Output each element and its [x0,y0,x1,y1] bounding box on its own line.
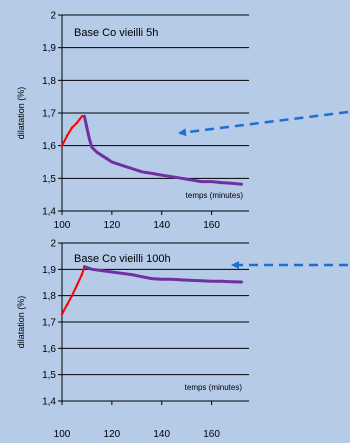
data-point [70,294,74,297]
data-point [210,180,213,183]
data-point [60,144,64,147]
chart-panel-1: 1,4 1,5 1,6 1,7 1,8 1,9 2 100 120 140 160 Base Co v… [16,11,249,231]
data-point [65,134,69,138]
data-point [220,181,223,184]
x-tick-label: 140 [153,220,170,231]
data-point [75,283,79,287]
data-point [140,170,143,173]
data-point [130,273,133,276]
data-point [80,273,84,276]
x-tick-label: 140 [153,429,170,440]
arrow-to-panel-1 [178,110,349,137]
y-axis-label: dilatation (%) [16,296,26,349]
y-tick-label: 1,8 [42,76,56,87]
chart-title: Base Co vieilli 5h [74,27,158,39]
y-tick-label: 2 [50,11,56,22]
data-point [120,164,124,167]
y-tick-label: 1,5 [42,174,56,185]
x-tick-label: 120 [104,220,121,231]
data-point [150,172,153,175]
y-tick-label: 1,9 [42,43,56,54]
data-point [60,312,64,316]
data-point [110,270,114,274]
data-point [240,183,243,186]
data-point [83,265,86,268]
data-point [100,154,104,157]
y-tick-label: 1,8 [42,291,56,302]
x-tick-label: 120 [104,429,121,440]
chart-title: Base Co vieilli 100h [74,253,171,265]
y-tick-label: 1,9 [42,265,56,276]
data-point [110,160,114,164]
data-point [120,272,124,275]
data-point [65,303,69,307]
x-axis-label: temps (minutes) [186,191,244,200]
data-point [210,280,213,283]
x-tick-label: 100 [54,429,71,440]
x-tick-label: 100 [54,220,71,231]
data-point [90,146,94,149]
y-tick-label: 1,4 [42,207,56,218]
y-axis-label: dilatation (%) [16,87,26,140]
data-point [160,173,163,177]
data-point [105,157,109,160]
data-point [100,269,104,272]
data-point [90,268,94,271]
data-point [170,278,173,281]
data-point [130,167,133,170]
data-point [150,277,153,280]
data-point [88,137,91,141]
y-tick-label: 2 [50,239,56,250]
data-point [180,177,183,180]
series-line-1 [61,265,86,316]
data-point [95,151,99,154]
data-point [78,118,81,121]
x-axis-label: temps (minutes) [185,383,243,392]
data-point [240,280,243,284]
data-point [230,182,233,185]
y-tick-label: 1,7 [42,109,56,120]
data-point [75,121,79,125]
y-tick-label: 1,7 [42,318,56,329]
data-point [220,280,223,283]
data-point [170,175,173,178]
data-point [200,279,203,282]
data-point [70,126,74,129]
x-tick-label: 160 [203,429,220,440]
data-point [230,280,233,283]
data-point [190,178,193,182]
data-point [140,275,143,278]
x-tick-label: 160 [203,220,220,231]
y-tick-label: 1,6 [42,344,56,355]
series-line-2 [82,114,243,186]
data-point [83,115,86,118]
data-point [180,278,183,282]
y-tick-label: 1,5 [42,370,56,381]
y-tick-label: 1,6 [42,141,56,152]
data-point [160,278,163,281]
chart-panel-2: 1,4 1,5 1,6 1,7 1,8 1,9 2 100 120 140 160 Base Co v… [16,239,249,440]
data-point [80,115,84,118]
data-point [85,126,89,129]
y-tick-label: 1,4 [42,397,56,408]
annotation-arrows [178,110,349,269]
data-point [200,180,203,183]
series-line-1 [61,115,86,147]
data-point [190,279,193,282]
